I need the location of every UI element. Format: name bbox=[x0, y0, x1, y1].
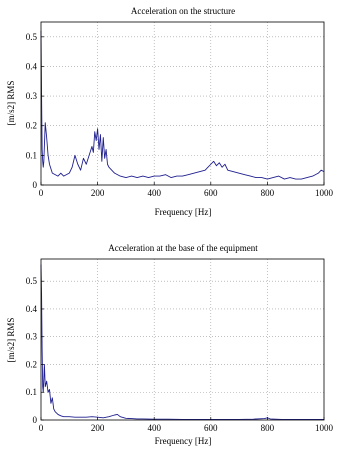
y-tick-label: 0.3 bbox=[26, 332, 38, 342]
x-tick-label: 1000 bbox=[315, 423, 334, 433]
y-tick-label: 0.4 bbox=[26, 304, 38, 314]
x-tick-label: 200 bbox=[91, 423, 105, 433]
plot-frame bbox=[40, 21, 325, 186]
chart-title: Acceleration on the structure bbox=[131, 6, 235, 16]
x-tick-label: 0 bbox=[39, 423, 44, 433]
y-tick-label: 0.1 bbox=[26, 387, 37, 397]
y-tick-label: 0 bbox=[33, 415, 38, 425]
y-tick-label: 0.4 bbox=[26, 61, 38, 71]
chart-acceleration-base: Acceleration at the base of the equipmen… bbox=[6, 243, 334, 446]
y-tick-label: 0.2 bbox=[26, 359, 37, 369]
x-tick-label: 600 bbox=[204, 188, 218, 198]
y-tick-label: 0.5 bbox=[26, 32, 38, 42]
x-tick-label: 800 bbox=[261, 188, 275, 198]
x-tick-label: 400 bbox=[147, 423, 161, 433]
y-tick-label: 0.2 bbox=[26, 121, 37, 131]
y-tick-label: 0 bbox=[33, 180, 38, 190]
chart-title: Acceleration at the base of the equipmen… bbox=[108, 243, 258, 253]
chart-acceleration-structure: Acceleration on the structure 0 200 400 600… bbox=[6, 6, 334, 217]
y-tick-label: 0.3 bbox=[26, 91, 38, 101]
y-axis-label: [m/s2] RMS bbox=[6, 318, 16, 363]
y-tick-label: 0.1 bbox=[26, 150, 37, 160]
series-line bbox=[40, 264, 324, 420]
x-axis-label: Frequency [Hz] bbox=[155, 207, 212, 217]
x-tick-label: 200 bbox=[91, 188, 105, 198]
series-line bbox=[40, 30, 325, 180]
x-tick-label: 800 bbox=[261, 423, 275, 433]
x-tick-label: 400 bbox=[147, 188, 161, 198]
x-tick-label: 1000 bbox=[315, 188, 334, 198]
y-axis-label: [m/s2] RMS bbox=[6, 81, 16, 126]
y-tick-label: 0.5 bbox=[26, 276, 38, 286]
plot-frame bbox=[40, 258, 325, 421]
x-axis-label: Frequency [Hz] bbox=[155, 436, 212, 446]
x-tick-label: 0 bbox=[39, 188, 44, 198]
x-tick-label: 600 bbox=[204, 423, 218, 433]
